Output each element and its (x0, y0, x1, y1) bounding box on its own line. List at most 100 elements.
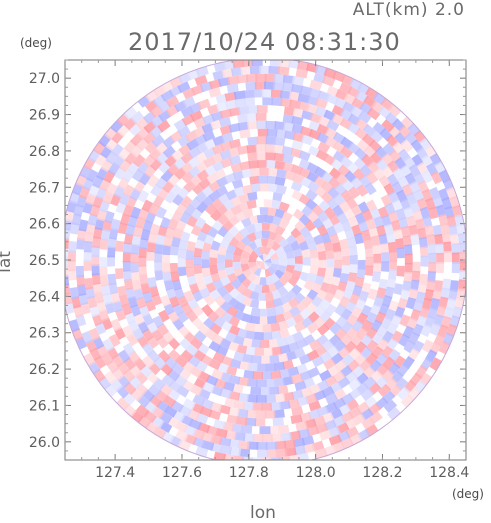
radar-cell (318, 259, 327, 269)
radar-cell (279, 294, 291, 305)
radar-cell (183, 290, 195, 302)
radar-cell (219, 124, 232, 136)
radar-cell (270, 252, 280, 261)
radar-cell (212, 135, 225, 147)
radar-cell (233, 90, 246, 100)
radar-cell (266, 449, 278, 458)
radar-cell (265, 276, 274, 286)
radar-cell (268, 167, 279, 177)
radar-cell (347, 237, 357, 249)
radar-cell (425, 280, 436, 292)
radar-cell (228, 147, 241, 158)
radar-cell (158, 309, 170, 323)
radar-cell (107, 236, 117, 249)
radar-cell (251, 457, 263, 460)
radar-cell (347, 186, 361, 199)
radar-cell (225, 331, 237, 343)
radar-cell (65, 237, 70, 249)
radar-cell (264, 246, 272, 255)
radar-cell (446, 215, 457, 228)
radar-cell (282, 391, 295, 402)
radar-cell (262, 97, 274, 106)
radar-cell (236, 240, 247, 251)
radar-cell (369, 129, 384, 143)
radar-cell (212, 160, 225, 172)
radar-cell (322, 75, 336, 87)
radar-cell (443, 241, 452, 254)
radar-cell (180, 231, 191, 243)
radar-cell (398, 216, 409, 230)
radar-cell (403, 206, 415, 220)
radar-cell (224, 397, 237, 408)
radar-cell (99, 275, 109, 287)
radar-cell (202, 130, 216, 142)
radar-cell (376, 224, 387, 237)
radar-cell (273, 409, 285, 419)
radar-cell (325, 249, 335, 260)
radar-cell (83, 352, 96, 367)
radar-cell (291, 406, 304, 416)
radar-cell (274, 440, 287, 450)
radar-cell (277, 286, 289, 297)
radar-cell (247, 191, 258, 201)
radar-cell (219, 388, 232, 399)
radar-cell (65, 265, 69, 277)
radar-cell (444, 205, 455, 219)
radar-cell (211, 152, 224, 164)
radar-cell (451, 261, 460, 274)
radar-cell (388, 251, 398, 262)
radar-cell (229, 358, 242, 369)
radar-cell (274, 313, 286, 324)
radar-cell (258, 246, 266, 255)
radar-cell (205, 281, 217, 294)
radar-cell (252, 433, 264, 443)
radar-cell (233, 351, 245, 362)
y-tick-label: 26.6 (29, 217, 60, 233)
radar-cell (256, 120, 267, 129)
radar-cell (404, 244, 413, 256)
radar-cell (264, 410, 276, 419)
radar-cell (293, 247, 303, 258)
radar-cell (323, 358, 336, 371)
radar-cell (282, 74, 295, 84)
radar-cell (284, 130, 296, 141)
radar-cell (212, 279, 224, 291)
radar-cell (194, 272, 204, 283)
radar-cell (419, 206, 431, 220)
radar-cell (246, 441, 259, 450)
radar-cell (371, 271, 381, 283)
radar-cell (261, 89, 273, 98)
y-tick-label: 26.0 (29, 435, 60, 451)
radar-cell (239, 226, 250, 238)
radar-cell (388, 269, 397, 281)
radar-cell (216, 101, 229, 112)
radar-cell (83, 259, 92, 271)
radar-cell (241, 313, 253, 324)
radar-cell (185, 249, 195, 260)
radar-cell (77, 284, 87, 297)
radar-cell (108, 227, 119, 240)
radar-cell (435, 243, 444, 255)
y-tick-label: 26.4 (29, 289, 60, 305)
radar-cell (252, 89, 264, 98)
radar-cell (291, 373, 303, 384)
radar-cell (282, 376, 295, 386)
radar-cell (230, 162, 243, 173)
radar-cell (257, 128, 269, 137)
radar-cell (227, 75, 240, 85)
radar-cell (260, 261, 266, 270)
radar-cell (282, 270, 293, 281)
radar-cell (214, 306, 227, 319)
radar-cell (419, 273, 428, 286)
radar-cell (287, 341, 300, 353)
radar-cell (270, 273, 280, 284)
radar-cell (275, 245, 286, 256)
radar-cell (400, 139, 414, 153)
radar-cell (213, 451, 227, 460)
radar-cell (170, 271, 180, 282)
radar-cell (388, 211, 399, 224)
radar-cell (131, 234, 142, 246)
radar-cell (125, 224, 136, 236)
radar-cell (438, 340, 451, 355)
radar-cell (112, 300, 123, 313)
